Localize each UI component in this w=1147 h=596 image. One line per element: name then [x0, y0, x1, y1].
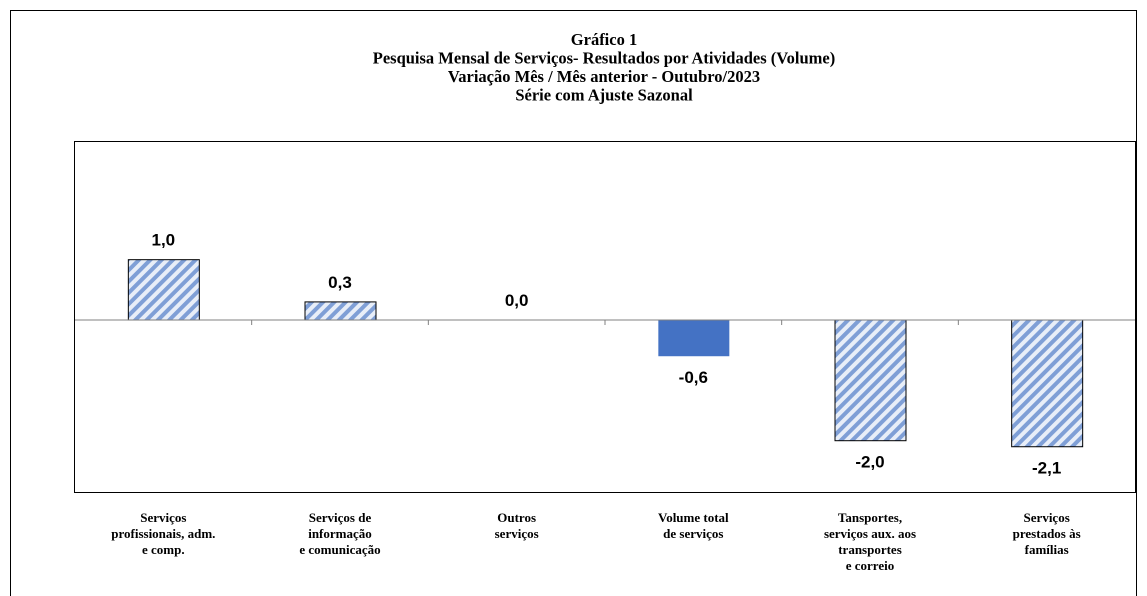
x-tick-label: Serviços profissionais, adm. e comp.	[111, 510, 216, 557]
chart-border	[10, 10, 1137, 596]
bar	[304, 301, 377, 321]
chart-title: Série com Ajuste Sazonal	[515, 86, 693, 105]
chart-title: Gráfico 1	[571, 30, 637, 49]
data-label: -0,6	[679, 368, 708, 387]
plot-area	[74, 141, 1136, 493]
data-label: 1,0	[152, 231, 176, 250]
data-label: 0,0	[505, 291, 529, 310]
x-tick-label: Serviços de informação e comunicação	[299, 510, 381, 557]
data-label: -2,1	[1032, 459, 1061, 478]
chart-title: Pesquisa Mensal de Serviços- Resultados …	[373, 49, 835, 68]
bar	[1011, 319, 1084, 448]
x-tick-label: Outros serviços	[494, 510, 539, 541]
data-label: 0,3	[328, 273, 352, 292]
x-tick-label: Volume total de serviços	[658, 510, 729, 541]
bar	[658, 320, 730, 357]
x-tick-label: Serviços prestados às famílias	[1012, 510, 1081, 557]
bar	[127, 259, 200, 321]
x-tick-label: Tansportes, serviços aux. aos transporte…	[823, 510, 917, 573]
data-label: -2,0	[855, 453, 884, 472]
chart-title: Variação Mês / Mês anterior - Outubro/20…	[448, 67, 760, 86]
bar	[834, 319, 907, 442]
